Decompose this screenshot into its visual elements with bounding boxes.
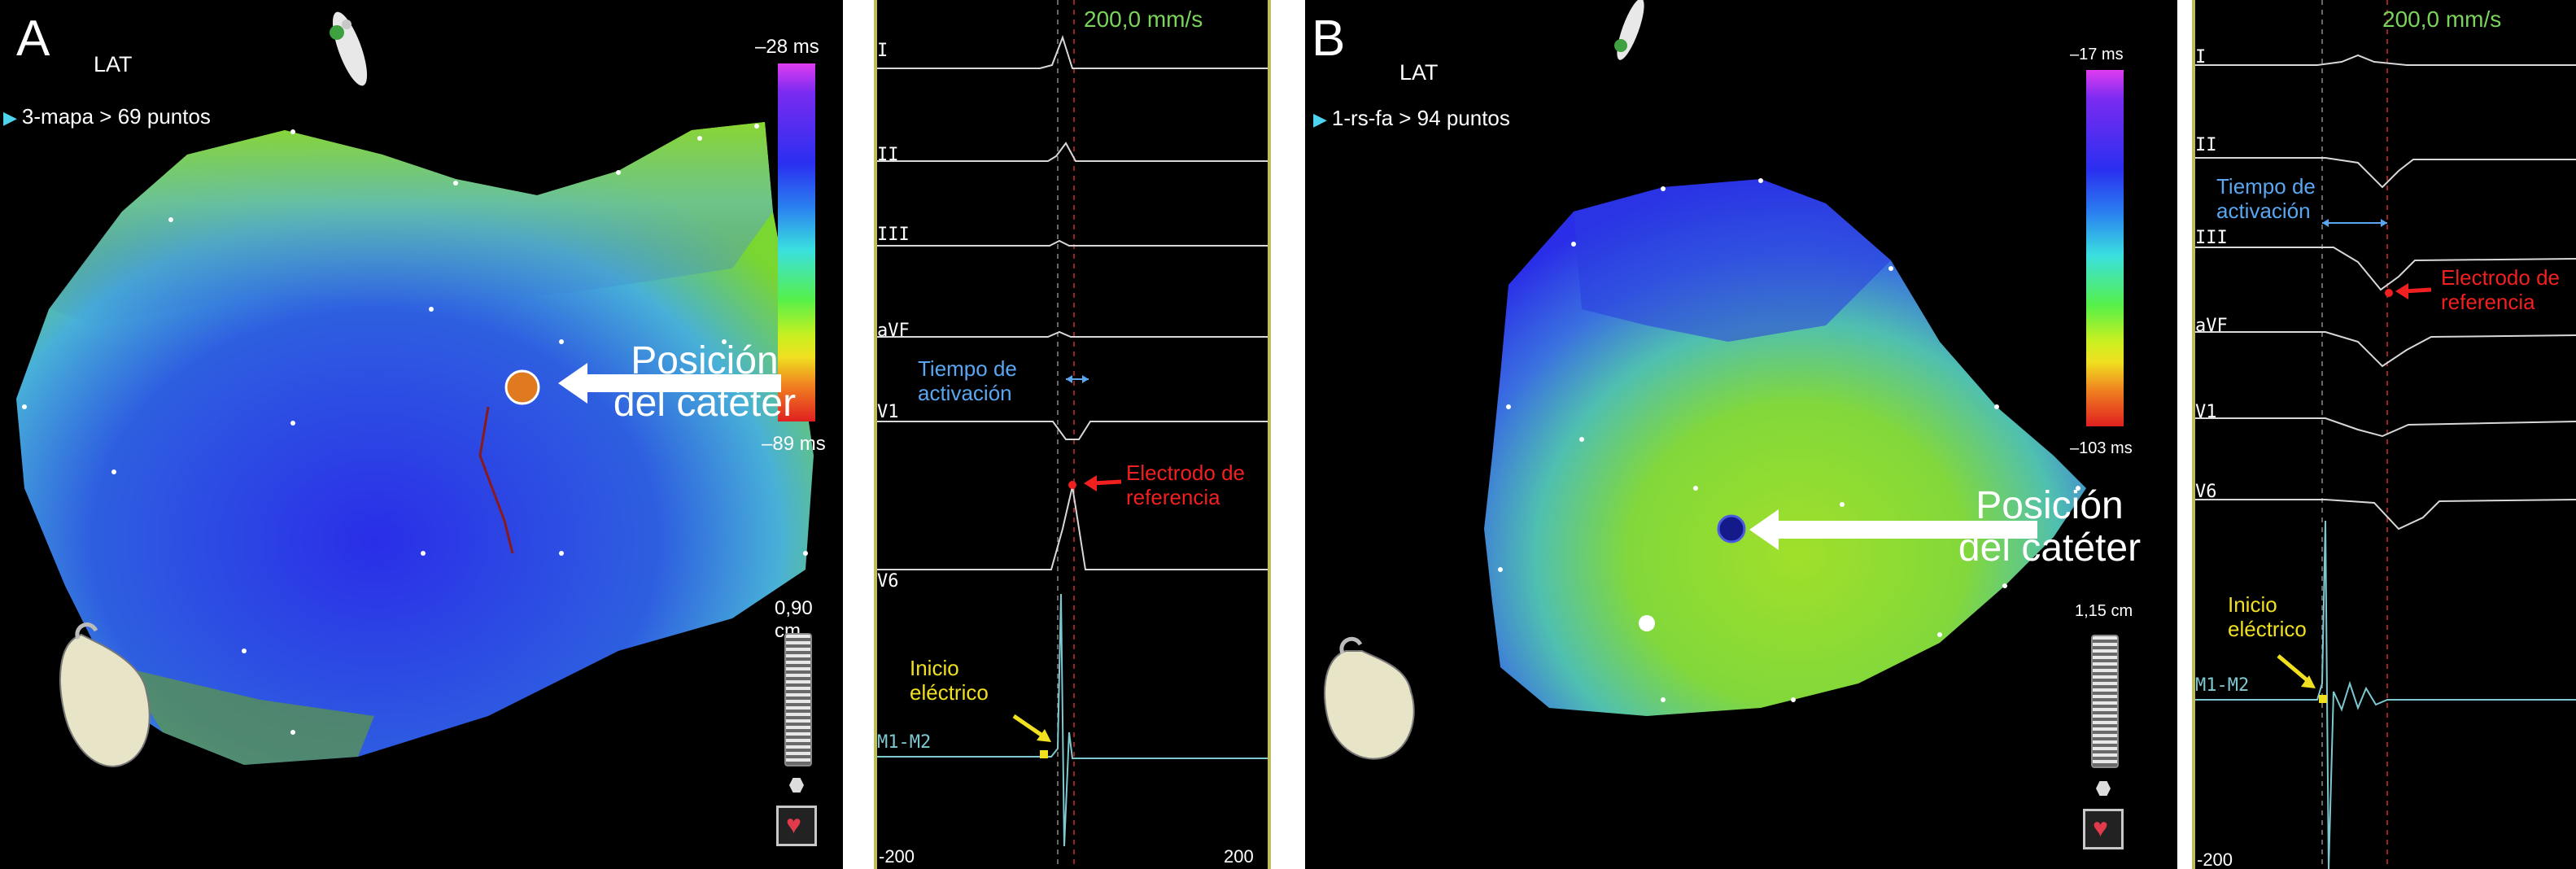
panel-letter-b: B: [1312, 11, 1346, 67]
colorbar-bottom-label-a: –89 ms: [762, 433, 826, 455]
lead-label-b-4: aVF: [2195, 316, 2228, 336]
reference-note-b-line1: Electrodo de: [2441, 265, 2560, 290]
lead-label-b-5: V1: [2195, 402, 2217, 422]
lat-colorbar-b: [2086, 70, 2124, 426]
electrical-onset-note-b: Inicio eléctrico: [2228, 592, 2307, 641]
catheter-label-a-line2: del catéter: [613, 382, 797, 425]
ecg-a-traces: [877, 0, 1268, 869]
ecg-speed-a: 200,0 mm/s: [1084, 7, 1203, 32]
map-b-surface[interactable]: [1305, 0, 2177, 869]
reference-electrode-note-a: Electrodo de referencia: [1126, 461, 1245, 509]
map-selector-label-a: 3-mapa > 69 puntos: [21, 104, 211, 129]
activation-note-b-line2: activación: [2216, 199, 2311, 223]
map-selector-a[interactable]: ▶ 3-mapa > 69 puntos: [3, 104, 211, 129]
orientation-icon-b: [1614, 0, 1644, 60]
electrical-onset-note-a: Inicio eléctrico: [910, 656, 989, 705]
activation-note-b-line1: Tiempo de: [2216, 174, 2316, 199]
map-type-label-a: LAT: [94, 52, 133, 76]
colorbar-top-label-a: –28 ms: [755, 36, 819, 58]
panel-b-ecg-view[interactable]: 200,0 mm/s I II III aVF V1 V6 M1-M2 Tiem…: [2192, 0, 2576, 869]
lead-label-b-7: M1-M2: [2195, 675, 2250, 696]
catheter-tip-a: [504, 369, 540, 405]
panel-a-ecg-view[interactable]: 200,0 mm/s I II III aVF V1 V6 M1-M2 Tiem…: [874, 0, 1271, 869]
onset-note-b-line1: Inicio: [2228, 592, 2277, 617]
onset-note-a-line1: Inicio: [910, 656, 959, 680]
reference-note-b-line2: referencia: [2441, 290, 2535, 314]
onset-marker-b: [2319, 695, 2327, 703]
catheter-label-a-line1: Posición: [631, 339, 779, 382]
onset-marker-a: [1040, 750, 1048, 758]
scale-slider-icon-a[interactable]: [784, 633, 812, 766]
reference-point-a: [1068, 481, 1076, 489]
catheter-label-b-line1: Posición: [1976, 484, 2124, 527]
lead-label-b-6: V6: [2195, 482, 2217, 502]
heart-model-icon-a: [59, 622, 151, 767]
onset-note-a-line2: eléctrico: [910, 680, 989, 705]
catheter-label-b: Posición del catéter: [1932, 485, 2168, 570]
lat-colorbar-a: [778, 63, 815, 421]
activation-note-a-line1: Tiempo de: [918, 356, 1017, 381]
reference-point-b: [2385, 289, 2393, 297]
reference-electrode-note-b: Electrodo de referencia: [2441, 265, 2560, 314]
panel-letter-a: A: [16, 11, 50, 67]
expand-triangle-icon: ▶: [1313, 109, 1327, 129]
lead-label-b-2: II: [2195, 135, 2217, 155]
lead-label-b-3: III: [2195, 228, 2228, 248]
lead-label-a-6: V6: [877, 571, 899, 592]
lead-label-a-3: III: [877, 225, 910, 245]
heart-button-icon-a[interactable]: [776, 806, 817, 846]
map-selector-label-b: 1-rs-fa > 94 puntos: [1331, 106, 1510, 130]
onset-note-b-line2: eléctrico: [2228, 617, 2307, 641]
ecg-axis-left-b: -200: [2197, 849, 2233, 869]
lead-label-a-1: I: [877, 41, 889, 61]
reference-note-a-line1: Electrodo de: [1126, 461, 1245, 485]
lead-label-a-2: II: [877, 145, 899, 165]
ecg-b-traces: [2195, 0, 2576, 869]
activation-time-note-a: Tiempo de activación: [918, 356, 1017, 405]
lead-label-a-5: V1: [877, 402, 899, 422]
ecg-axis-right-a: 200: [1224, 846, 1254, 867]
heart-button-icon-b[interactable]: [2083, 809, 2124, 849]
hexagon-icon-b: [2096, 781, 2111, 796]
catheter-label-a: Posición del catéter: [599, 340, 810, 425]
colorbar-top-label-b: –17 ms: [2070, 46, 2124, 63]
orientation-icon-a: [330, 11, 368, 86]
lead-label-a-4: aVF: [877, 321, 910, 341]
catheter-arrow-b: [1749, 509, 2037, 550]
catheter-arrow-a: [558, 363, 781, 404]
hexagon-icon-a: [789, 778, 804, 793]
lead-label-a-7: M1-M2: [877, 732, 932, 753]
panel-b-map-view[interactable]: B LAT ▶ 1-rs-fa > 94 puntos –17 ms –103 m…: [1305, 0, 2177, 869]
ecg-speed-b: 200,0 mm/s: [2382, 7, 2502, 32]
colorbar-bottom-label-b: –103 ms: [2070, 439, 2133, 457]
scale-slider-icon-b[interactable]: [2091, 635, 2119, 768]
scale-label-b: 1,15 cm: [2075, 602, 2133, 620]
ecg-axis-left-a: -200: [879, 846, 915, 867]
reference-note-a-line2: referencia: [1126, 485, 1220, 509]
catheter-label-b-line2: del catéter: [1958, 526, 2142, 570]
map-selector-b[interactable]: ▶ 1-rs-fa > 94 puntos: [1313, 106, 1510, 131]
activation-time-note-b: Tiempo de activación: [2216, 174, 2316, 223]
map-type-label-b: LAT: [1399, 60, 1439, 85]
expand-triangle-icon: ▶: [3, 107, 17, 128]
lead-label-b-1: I: [2195, 47, 2207, 68]
activation-note-a-line2: activación: [918, 381, 1012, 405]
heart-model-icon-b: [1324, 636, 1415, 760]
catheter-tip-b: [1717, 514, 1746, 544]
panel-a-map-view[interactable]: A LAT ▶ 3-mapa > 69 puntos –28 ms –89 ms …: [0, 0, 843, 869]
map-a-surface[interactable]: [0, 0, 843, 869]
